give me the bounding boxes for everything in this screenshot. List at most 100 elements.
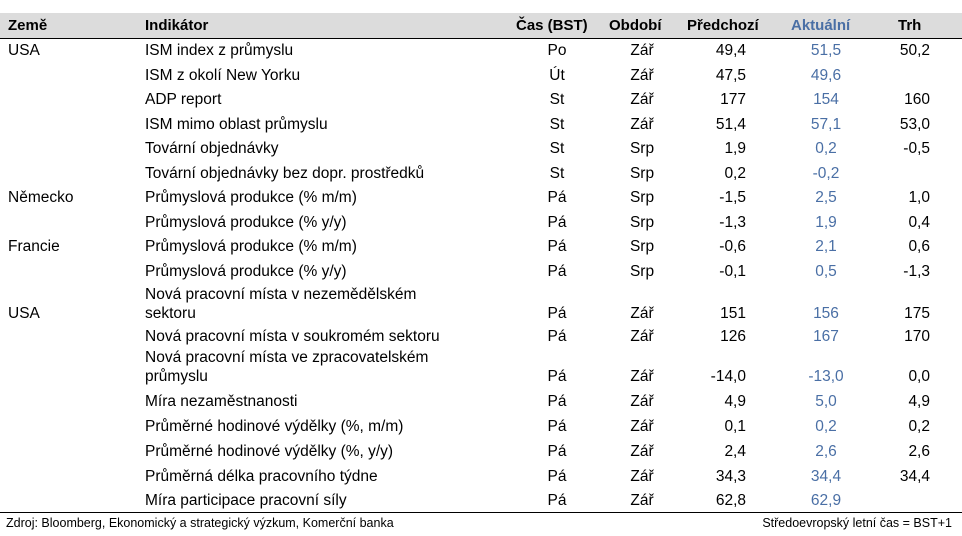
row-market: 0,0: [908, 368, 930, 385]
header-previous: Předchozí: [687, 17, 759, 34]
row-time: Pá: [547, 393, 567, 410]
table-row: Pá Zář 0,1 0,2 0,2 Průměrné hodinové výdělky …: [0, 416, 962, 441]
table-row: Pá Zář 4,9 5,0 4,9 Míra nezaměstnanosti: [0, 391, 962, 416]
table-row: Pá Zář 62,8 62,9 Míra participace pracovní s…: [0, 490, 962, 515]
row-previous: 47,5: [715, 66, 746, 84]
row-previous: 4,9: [724, 393, 746, 410]
row-previous: 34,3: [715, 467, 746, 485]
row-period: Zář: [630, 393, 654, 410]
row-period: Zář: [630, 443, 654, 460]
row-previous: 0,2: [724, 164, 746, 182]
table-row: St Srp 0,2 -0,2 Tovární objednávky bez dopr.…: [0, 163, 962, 188]
row-time: Pá: [547, 443, 567, 460]
row-previous: -0,1: [719, 262, 746, 280]
row-previous: -1,3: [719, 213, 746, 231]
row-time: Pá: [547, 467, 567, 485]
table-row: Pá Zář 34,3 34,4 34,4 Průměrná délka pracovní…: [0, 466, 962, 491]
header-indicator: Indikátor: [145, 17, 209, 34]
row-market: 53,0: [899, 115, 930, 133]
header-period: Období: [609, 17, 662, 34]
table-row: USA Po Zář 49,4 51,5 50,2 ISM index z průmyslu: [0, 40, 962, 65]
row-indicator-continued: průmyslu: [145, 368, 208, 385]
table-row: Pá Srp -0,1 0,5 -1,3 Průmyslová produkce (% y…: [0, 261, 962, 286]
row-market: 170: [904, 328, 930, 345]
row-actual: 51,5: [810, 42, 842, 59]
row-indicator: Průmyslová produkce (% y/y): [145, 262, 347, 280]
header-actual: Aktuální: [791, 17, 851, 34]
table-row: Pá Zář 126 167 170 Nová pracovní místa v souk…: [0, 326, 962, 351]
row-actual: 34,4: [810, 467, 842, 485]
row-indicator: Průměrné hodinové výdělky (%, y/y): [145, 443, 394, 460]
row-time: Pá: [547, 328, 567, 345]
row-period: Zář: [630, 305, 654, 322]
row-indicator: ISM z okolí New Yorku: [145, 66, 301, 84]
row-period: Srp: [629, 140, 655, 157]
row-period: Srp: [629, 213, 655, 231]
row-time: St: [549, 115, 565, 133]
row-time: St: [549, 164, 565, 182]
row-previous: -0,6: [719, 238, 746, 255]
row-previous: 62,8: [715, 492, 746, 509]
row-period: Zář: [630, 418, 654, 435]
table-row: St Zář 51,4 57,1 53,0 ISM mimo oblast průmysl…: [0, 114, 962, 139]
row-period: Zář: [630, 492, 654, 509]
row-indicator: ISM index z průmyslu: [145, 42, 294, 59]
row-previous: -1,5: [719, 189, 746, 206]
row-market: 160: [904, 91, 930, 108]
row-time: Út: [549, 66, 565, 84]
row-indicator: Průměrné hodinové výdělky (%, m/m): [145, 418, 404, 435]
row-indicator: Nová pracovní místa v nezemědělském: [145, 286, 417, 303]
row-actual: 154: [813, 91, 839, 108]
row-time: St: [549, 140, 565, 157]
row-indicator: Nová pracovní místa ve zpracovatelském: [145, 349, 429, 366]
row-market: 175: [904, 305, 930, 322]
row-indicator: Nová pracovní místa v soukromém sektoru: [145, 328, 440, 345]
row-actual: 156: [813, 305, 839, 322]
row-time: Pá: [547, 262, 567, 280]
row-actual: 2,6: [815, 443, 837, 460]
header-time: Čas (BST): [516, 17, 588, 34]
row-previous: 0,1: [724, 418, 746, 435]
table-row: USA Pá Zář 151 156 175 Nová pracovní místa v n…: [0, 284, 962, 326]
row-period: Srp: [629, 238, 655, 255]
row-indicator-continued: sektoru: [145, 305, 196, 322]
row-actual: 0,5: [815, 262, 837, 280]
table-row: Pá Zář 2,4 2,6 2,6 Průměrné hodinové výdělky …: [0, 441, 962, 466]
row-actual: 62,9: [810, 492, 842, 509]
source-note: Zdroj: Bloomberg, Ekonomický a strategic…: [6, 516, 394, 530]
table-header: Země Indikátor Čas (BST) Období Předchoz…: [0, 13, 962, 39]
row-time: Pá: [547, 418, 567, 435]
row-market: 1,0: [908, 189, 930, 206]
row-time: Pá: [547, 213, 567, 231]
row-time: Pá: [547, 368, 567, 385]
row-actual: 57,1: [810, 115, 842, 133]
table-row: Pá Zář -14,0 -13,0 0,0 Nová pracovní místa ve…: [0, 347, 962, 389]
row-indicator: Tovární objednávky: [145, 140, 279, 157]
timezone-note: Středoevropský letní čas = BST+1: [762, 516, 952, 530]
row-previous: 49,4: [715, 42, 746, 59]
table-row: St Zář 177 154 160 ADP report: [0, 89, 962, 114]
row-market: 50,2: [899, 42, 930, 59]
row-actual: -13,0: [808, 368, 844, 385]
row-period: Srp: [629, 189, 655, 206]
row-previous: 51,4: [715, 115, 746, 133]
row-indicator: ADP report: [145, 91, 222, 108]
row-market: 34,4: [899, 467, 930, 485]
row-market: 0,6: [908, 238, 930, 255]
row-country: Německo: [8, 189, 74, 206]
row-market: 0,2: [908, 418, 930, 435]
row-period: Zář: [630, 66, 654, 84]
row-market: 0,4: [908, 213, 930, 231]
row-time: Po: [547, 42, 567, 59]
table-row: Německo Pá Srp -1,5 2,5 1,0 Průmyslová produkc…: [0, 187, 962, 212]
header-market: Trh: [898, 17, 922, 34]
row-country: USA: [8, 42, 40, 59]
row-time: Pá: [547, 492, 567, 509]
row-previous: 2,4: [724, 443, 746, 460]
row-actual: 49,6: [810, 66, 842, 84]
row-indicator: Průmyslová produkce (% m/m): [145, 189, 357, 206]
row-indicator: Tovární objednávky bez dopr. prostředků: [145, 164, 425, 182]
row-previous: 177: [720, 91, 746, 108]
row-country: Francie: [8, 238, 60, 255]
row-indicator: Průmyslová produkce (% y/y): [145, 213, 347, 231]
